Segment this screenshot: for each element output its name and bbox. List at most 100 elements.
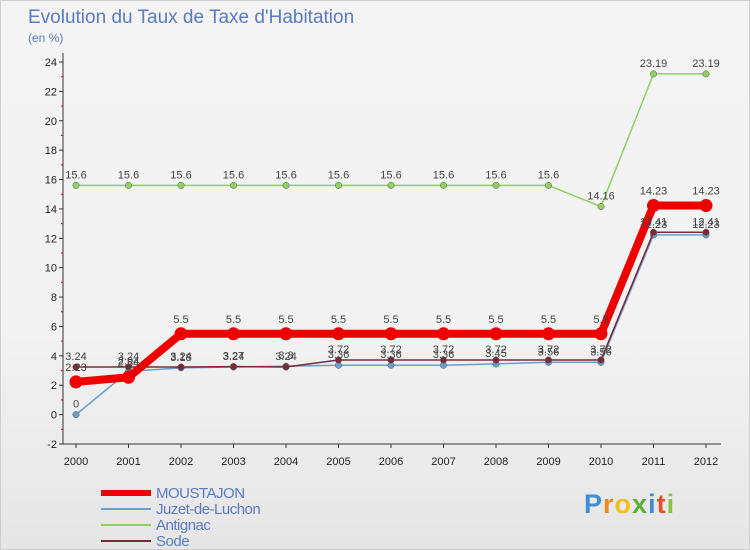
- data-label-sode: 3.72: [380, 344, 401, 356]
- data-label-moustajon: 5.5: [331, 314, 346, 326]
- data-label-antignac: 23.19: [692, 58, 720, 70]
- logo-letter: P: [584, 489, 604, 519]
- data-label-moustajon: 5.5: [488, 314, 503, 326]
- data-label-sode: 3.27: [223, 351, 244, 363]
- logo-letter: r: [603, 489, 615, 519]
- y-tick-label: 8: [51, 292, 57, 304]
- data-point-antignac: [492, 181, 500, 189]
- x-tick-label: 2003: [221, 456, 245, 468]
- data-point-antignac: [545, 181, 552, 189]
- y-tick-label: 18: [45, 145, 57, 157]
- data-point-antignac: [440, 181, 447, 189]
- data-label-moustajon: 5.5: [173, 314, 188, 326]
- data-point-sode: [125, 363, 132, 371]
- data-label-sode: 3.72: [538, 344, 559, 356]
- data-point-sode: [282, 363, 290, 371]
- data-point-sode: [702, 228, 710, 236]
- data-label-sode: 12.41: [692, 216, 720, 228]
- data-label-juzet-de-luchon: 3.18: [170, 352, 191, 364]
- data-label-antignac: 15.6: [433, 169, 454, 181]
- data-label-juzet-de-luchon: 3.3: [278, 350, 293, 362]
- x-tick-label: 2011: [642, 456, 666, 468]
- data-point-antignac: [125, 181, 132, 189]
- x-tick-label: 2010: [589, 456, 613, 468]
- data-point-sode: [387, 356, 395, 364]
- data-point-antignac: [177, 181, 185, 189]
- data-point-sode: [545, 356, 552, 364]
- chart-title: Evolution du Taux de Taxe d'Habitation: [28, 7, 355, 28]
- y-tick-label: 20: [45, 116, 57, 128]
- data-label-juzet-de-luchon: 3.36: [328, 349, 349, 361]
- logo-letter: t: [656, 489, 667, 519]
- data-label-juzet-de-luchon: 3.45: [485, 348, 506, 360]
- data-point-antignac: [335, 181, 342, 189]
- data-label-sode: 3.72: [590, 344, 611, 356]
- x-tick-label: 2006: [379, 456, 403, 468]
- data-label-antignac: 14.16: [587, 191, 615, 203]
- data-label-antignac: 15.6: [223, 169, 244, 181]
- x-tick-label: 2007: [431, 456, 455, 468]
- data-point-antignac: [387, 181, 395, 189]
- data-label-antignac: 15.6: [328, 169, 349, 181]
- data-label-sode: 3.72: [328, 344, 349, 356]
- data-label-antignac: 15.6: [65, 169, 86, 181]
- data-point-moustajon: [542, 327, 555, 341]
- legend: MOUSTAJON Juzet-de-Luchon Antignac Sode: [101, 485, 401, 550]
- data-label-antignac: 15.6: [380, 169, 401, 181]
- data-point-antignac: [230, 181, 237, 189]
- legend-label: MOUSTAJON: [156, 485, 245, 502]
- data-point-sode: [650, 228, 657, 236]
- data-point-moustajon: [332, 327, 345, 341]
- data-label-moustajon: 5.5: [383, 314, 398, 326]
- data-label-sode: 3.72: [433, 344, 454, 356]
- y-tick-label: 24: [45, 57, 57, 69]
- y-tick-label: -2: [47, 439, 57, 451]
- data-point-sode: [492, 356, 500, 364]
- data-label-juzet-de-luchon: 2.94: [118, 355, 139, 367]
- data-point-moustajon: [384, 327, 398, 341]
- data-point-moustajon: [174, 327, 188, 341]
- data-label-antignac: 15.6: [118, 169, 139, 181]
- data-point-moustajon: [69, 375, 83, 389]
- legend-label: Juzet-de-Luchon: [156, 501, 261, 518]
- legend-swatch-juzet-de-luchon: [101, 508, 151, 510]
- data-label-moustajon: 5.5: [593, 314, 608, 326]
- data-label-sode: 3.24: [65, 351, 86, 363]
- y-tick-label: 0: [51, 410, 57, 422]
- logo-letter: x: [632, 489, 649, 519]
- data-point-sode: [335, 356, 342, 364]
- y-tick-label: 4: [51, 351, 57, 363]
- data-label-juzet-de-luchon: 3.36: [380, 349, 401, 361]
- data-label-moustajon: 2.54: [118, 357, 139, 369]
- data-label-antignac: 23.19: [640, 58, 668, 70]
- x-tick-label: 2008: [484, 456, 508, 468]
- data-point-moustajon: [699, 199, 713, 213]
- logo-letter: i: [648, 489, 657, 519]
- data-point-antignac: [282, 181, 290, 189]
- data-point-antignac: [650, 70, 657, 78]
- data-label-moustajon: 5.5: [436, 314, 451, 326]
- x-tick-label: 2004: [274, 456, 298, 468]
- data-point-sode: [440, 356, 447, 364]
- legend-swatch-moustajon: [101, 490, 151, 496]
- data-point-moustajon: [437, 327, 450, 341]
- data-point-antignac: [702, 70, 710, 78]
- legend-label: Antignac: [156, 517, 211, 534]
- y-tick-label: 10: [45, 263, 57, 275]
- y-tick-label: 16: [45, 175, 57, 187]
- data-point-moustajon: [647, 199, 660, 213]
- logo-letter: o: [614, 489, 633, 519]
- legend-item-sode: Sode: [101, 533, 401, 550]
- data-point-sode: [597, 356, 605, 364]
- legend-swatch-sode: [101, 540, 151, 542]
- data-point-antignac: [72, 181, 80, 189]
- data-label-antignac: 15.6: [538, 169, 559, 181]
- data-label-antignac: 15.6: [275, 169, 296, 181]
- y-tick-label: 14: [45, 204, 57, 216]
- data-label-sode: 3.24: [118, 351, 139, 363]
- data-label-juzet-de-luchon: 0: [73, 399, 79, 411]
- data-label-juzet-de-luchon: 3.24: [223, 351, 244, 363]
- data-label-juzet-de-luchon: 12.23: [692, 219, 720, 231]
- data-label-juzet-de-luchon: 3.56: [590, 346, 611, 358]
